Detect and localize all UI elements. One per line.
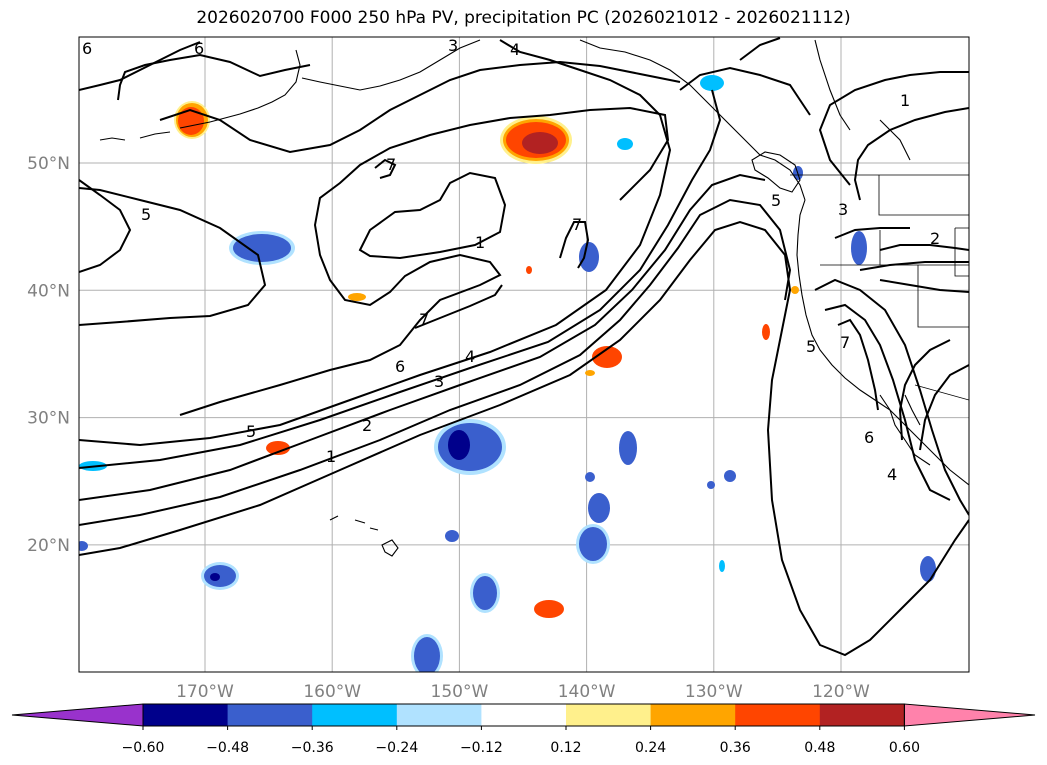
contour-label: 6 bbox=[194, 39, 204, 58]
patch-negative bbox=[724, 470, 736, 482]
patch-negative bbox=[229, 231, 295, 265]
colorbar-extend-low bbox=[11, 703, 144, 727]
contour-label: 3 bbox=[838, 200, 848, 219]
colorbar-tick-label: 0.48 bbox=[804, 740, 835, 756]
patch-positive bbox=[526, 266, 532, 274]
colorbar-tick-label: −0.24 bbox=[375, 740, 418, 756]
patch-negative bbox=[707, 481, 715, 489]
contour-label: 4 bbox=[465, 347, 475, 366]
contour-label: 1 bbox=[475, 233, 485, 252]
longitude-labels: 170°W 160°W 150°W 140°W 130°W 120°W bbox=[176, 682, 870, 702]
colorbar-segment bbox=[227, 704, 313, 726]
patch-negative bbox=[445, 530, 459, 542]
colorbar-tick-label: 0.12 bbox=[550, 740, 581, 756]
colorbar-tick-label: −0.48 bbox=[206, 740, 249, 756]
patch-positive bbox=[791, 286, 799, 294]
contour-label: 2 bbox=[362, 416, 372, 435]
contour-label: 7 bbox=[572, 215, 582, 234]
graticule bbox=[79, 37, 969, 672]
patch-negative bbox=[619, 431, 637, 465]
contour-label: 6 bbox=[82, 39, 92, 58]
map-frame bbox=[78, 36, 970, 673]
contour-label: 7 bbox=[840, 333, 850, 352]
patch-negative bbox=[579, 242, 599, 272]
patch-negative bbox=[585, 472, 595, 482]
colorbar-tick-label: 0.36 bbox=[720, 740, 751, 756]
patch-negative bbox=[700, 75, 724, 91]
lat-tick-label: 30°N bbox=[27, 409, 70, 429]
contour-label: 7 bbox=[419, 310, 429, 329]
contour-label: 5 bbox=[246, 422, 256, 441]
coastlines bbox=[99, 39, 969, 557]
contour-label: 6 bbox=[864, 428, 874, 447]
patch-negative bbox=[588, 493, 610, 523]
patch-negative bbox=[617, 138, 633, 150]
pv-contours bbox=[79, 37, 969, 657]
lat-tick-label: 50°N bbox=[27, 154, 70, 174]
colorbar-tick-label: −0.36 bbox=[291, 740, 334, 756]
patch-negative bbox=[576, 524, 610, 564]
colorbar: −0.60 −0.48 −0.36 −0.24 −0.12 0.12 0.24 0.36 0.4… bbox=[11, 703, 1036, 756]
contour-label: 4 bbox=[510, 40, 520, 59]
patch-negative bbox=[434, 419, 506, 475]
contour-label: 7 bbox=[386, 155, 396, 174]
patch-negative bbox=[79, 541, 88, 551]
patch-positive bbox=[592, 346, 622, 368]
patch-positive bbox=[174, 101, 210, 139]
contour-label: 3 bbox=[434, 372, 444, 391]
colorbar-tick-label: −0.60 bbox=[122, 740, 165, 756]
lon-tick-label: 140°W bbox=[558, 682, 616, 702]
lat-tick-label: 20°N bbox=[27, 536, 70, 556]
lon-tick-label: 170°W bbox=[176, 682, 234, 702]
colorbar-frame bbox=[142, 703, 905, 727]
patch-positive bbox=[762, 324, 770, 340]
colorbar-segment bbox=[566, 704, 652, 726]
patch-positive bbox=[534, 600, 564, 618]
colorbar-segment bbox=[481, 704, 567, 726]
colorbar-segment bbox=[143, 704, 229, 726]
colorbar-segment bbox=[819, 704, 905, 726]
colorbar-extend-high bbox=[903, 703, 1036, 727]
latitude-labels: 50°N 40°N 30°N 20°N bbox=[27, 154, 70, 556]
contour-label: 4 bbox=[887, 465, 897, 484]
patch-negative bbox=[411, 634, 443, 672]
patch-negative bbox=[201, 562, 239, 590]
colorbar-tick-label: 0.24 bbox=[635, 740, 666, 756]
colorbar-tick-label: −0.12 bbox=[460, 740, 503, 756]
patch-negative bbox=[470, 573, 500, 613]
lon-tick-label: 130°W bbox=[685, 682, 743, 702]
contour-label: 2 bbox=[930, 229, 940, 248]
colorbar-segment bbox=[735, 704, 821, 726]
patch-negative bbox=[920, 556, 936, 582]
patch-negative bbox=[851, 231, 867, 265]
colorbar-segment bbox=[312, 704, 398, 726]
contour-label: 6 bbox=[395, 357, 405, 376]
patch-positive bbox=[348, 293, 366, 301]
patch-positive bbox=[585, 370, 595, 376]
map-title: 2026020700 F000 250 hPa PV, precipitatio… bbox=[196, 8, 851, 28]
lat-tick-label: 40°N bbox=[27, 281, 70, 301]
colorbar-segment bbox=[396, 704, 482, 726]
contour-label: 3 bbox=[448, 36, 458, 55]
colorbar-segment bbox=[650, 704, 736, 726]
patch-positive bbox=[266, 441, 290, 455]
lon-tick-label: 150°W bbox=[431, 682, 489, 702]
contour-label: 5 bbox=[806, 337, 816, 356]
contour-label: 1 bbox=[900, 91, 910, 110]
colorbar-tick-label: 0.60 bbox=[889, 740, 920, 756]
patch-positive bbox=[500, 116, 572, 164]
contour-label: 5 bbox=[141, 205, 151, 224]
contour-label: 5 bbox=[771, 191, 781, 210]
contour-labels: 6 6 3 4 1 5 7 1 7 7 6 4 3 2 1 5 5 3 2 5 … bbox=[82, 36, 940, 484]
lon-tick-label: 160°W bbox=[303, 682, 361, 702]
lon-tick-label: 120°W bbox=[812, 682, 870, 702]
contour-label: 1 bbox=[326, 447, 336, 466]
patch-negative bbox=[719, 560, 725, 572]
